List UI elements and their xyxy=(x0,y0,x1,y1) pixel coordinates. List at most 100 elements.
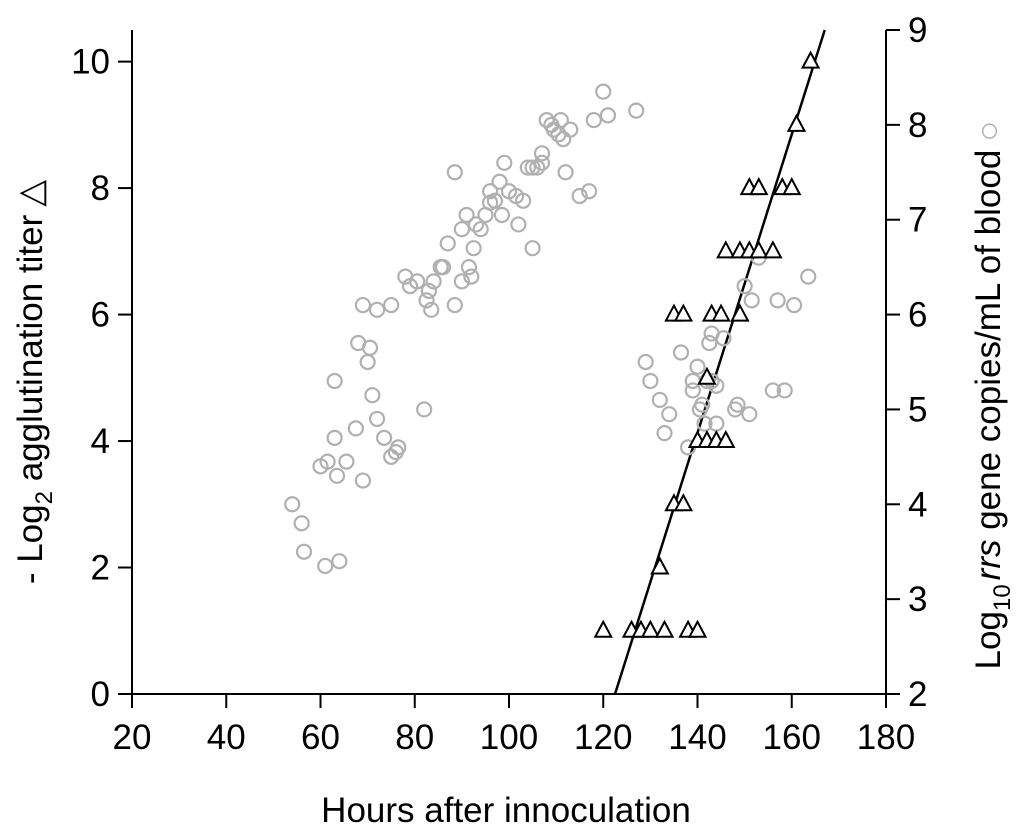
circle-point xyxy=(376,429,393,446)
y-left-prefix: - Log xyxy=(11,504,50,584)
axes xyxy=(118,29,900,708)
circle-point xyxy=(800,268,817,285)
circle-point xyxy=(696,415,713,432)
circle-point xyxy=(317,557,334,575)
x-tick-label: 100 xyxy=(480,718,538,757)
circle-point xyxy=(741,406,758,423)
circle-point xyxy=(293,515,310,532)
circle-point xyxy=(467,216,485,233)
circle-point xyxy=(347,420,364,437)
y-right-tick-label: 2 xyxy=(908,675,927,714)
triangle-point xyxy=(650,556,670,575)
y-left-suffix: agglutination titer xyxy=(11,214,50,491)
circle-point xyxy=(552,112,569,129)
triangle-point xyxy=(730,303,750,322)
circle-point xyxy=(458,206,475,224)
circle-point xyxy=(326,429,343,446)
circle-point xyxy=(453,273,470,290)
triangle-legend-icon: △ xyxy=(11,180,50,207)
y-left-tick-label: 10 xyxy=(71,43,110,82)
circle-point xyxy=(416,401,433,418)
circle-point xyxy=(684,382,701,399)
triangle-point xyxy=(697,366,717,385)
circle-point xyxy=(533,154,551,171)
circle-point xyxy=(769,292,786,309)
triangle-point xyxy=(800,50,821,69)
circle-point xyxy=(689,358,706,375)
circle-point xyxy=(519,159,536,176)
circle-point xyxy=(463,268,480,285)
circle-point xyxy=(684,372,701,390)
y-axis-left-title: - Log2 agglutination titer △ xyxy=(11,180,58,584)
circle-legend-icon: ○ xyxy=(969,121,1008,142)
circle-point xyxy=(425,273,442,290)
circle-point xyxy=(651,391,668,409)
x-tick-label: 20 xyxy=(113,718,152,757)
circle-point xyxy=(491,173,508,190)
triangle-point xyxy=(782,176,802,196)
triangle-point xyxy=(673,493,694,512)
y-right-tick-label: 5 xyxy=(908,390,927,429)
circle-point xyxy=(453,221,470,238)
x-tick-label: 40 xyxy=(207,718,246,757)
triangle-point xyxy=(640,619,661,638)
circle-point xyxy=(628,102,645,119)
x-tick-label: 160 xyxy=(763,718,821,757)
circle-point xyxy=(533,145,551,162)
y-right-tick-label: 4 xyxy=(908,485,927,524)
circle-point xyxy=(524,159,541,176)
x-tick-label: 180 xyxy=(857,718,915,757)
circle-point xyxy=(446,296,463,314)
circle-point xyxy=(786,296,803,314)
circle-point xyxy=(599,107,617,124)
circle-point xyxy=(562,121,579,138)
circle-point xyxy=(637,353,654,371)
circle-point xyxy=(418,292,435,309)
y-right-italic: rrs xyxy=(969,540,1008,581)
circle-point xyxy=(420,282,437,299)
triangle-point xyxy=(749,176,769,196)
circle-point xyxy=(729,396,746,413)
circle-point xyxy=(571,187,588,205)
triangle-point xyxy=(654,619,675,638)
circle-point xyxy=(331,553,348,570)
triangle-point xyxy=(716,429,736,449)
triangle-point xyxy=(749,240,769,259)
y-left-tick-label: 8 xyxy=(91,169,110,208)
fit-line-group xyxy=(613,29,826,695)
y-left-tick-label: 6 xyxy=(91,296,110,335)
circle-point xyxy=(460,259,478,276)
y-axis-right-title: Log10 rrs gene copies/mL of blood ○ xyxy=(969,121,1016,670)
y-left-tick-label: 0 xyxy=(91,675,110,714)
circle-point xyxy=(328,467,346,484)
triangle-point xyxy=(593,619,613,638)
circle-point xyxy=(701,334,718,352)
tick-labels: 20 40 60 80 100 120 140 160 180 0 2 4 6 8 10 2 3 4 5 6 7 8 9 xyxy=(71,11,927,757)
circle-point xyxy=(708,377,725,394)
triangle-point xyxy=(716,240,736,259)
circle-point xyxy=(764,382,782,399)
x-tick-label: 60 xyxy=(301,718,340,757)
circle-point xyxy=(434,259,452,276)
circle-point xyxy=(515,192,532,209)
y-right-tick-label: 3 xyxy=(908,580,927,619)
circle-point xyxy=(338,453,355,470)
circle-point xyxy=(390,439,407,456)
circle-point xyxy=(736,278,753,295)
y-right-suffix: gene copies/mL of blood xyxy=(969,150,1008,540)
circle-point xyxy=(585,112,602,129)
triangle-point xyxy=(673,303,694,322)
triangle-point xyxy=(786,113,807,132)
circle-point xyxy=(510,216,527,233)
circle-point xyxy=(295,543,313,560)
circle-point xyxy=(465,240,482,257)
fit-line xyxy=(613,29,826,695)
circle-point xyxy=(326,372,343,390)
circle-point xyxy=(691,401,708,418)
y-left-tick-label: 4 xyxy=(91,422,110,461)
circle-point xyxy=(776,382,793,399)
triangle-series xyxy=(593,50,821,638)
circle-point xyxy=(383,296,400,314)
circle-point xyxy=(368,301,386,318)
